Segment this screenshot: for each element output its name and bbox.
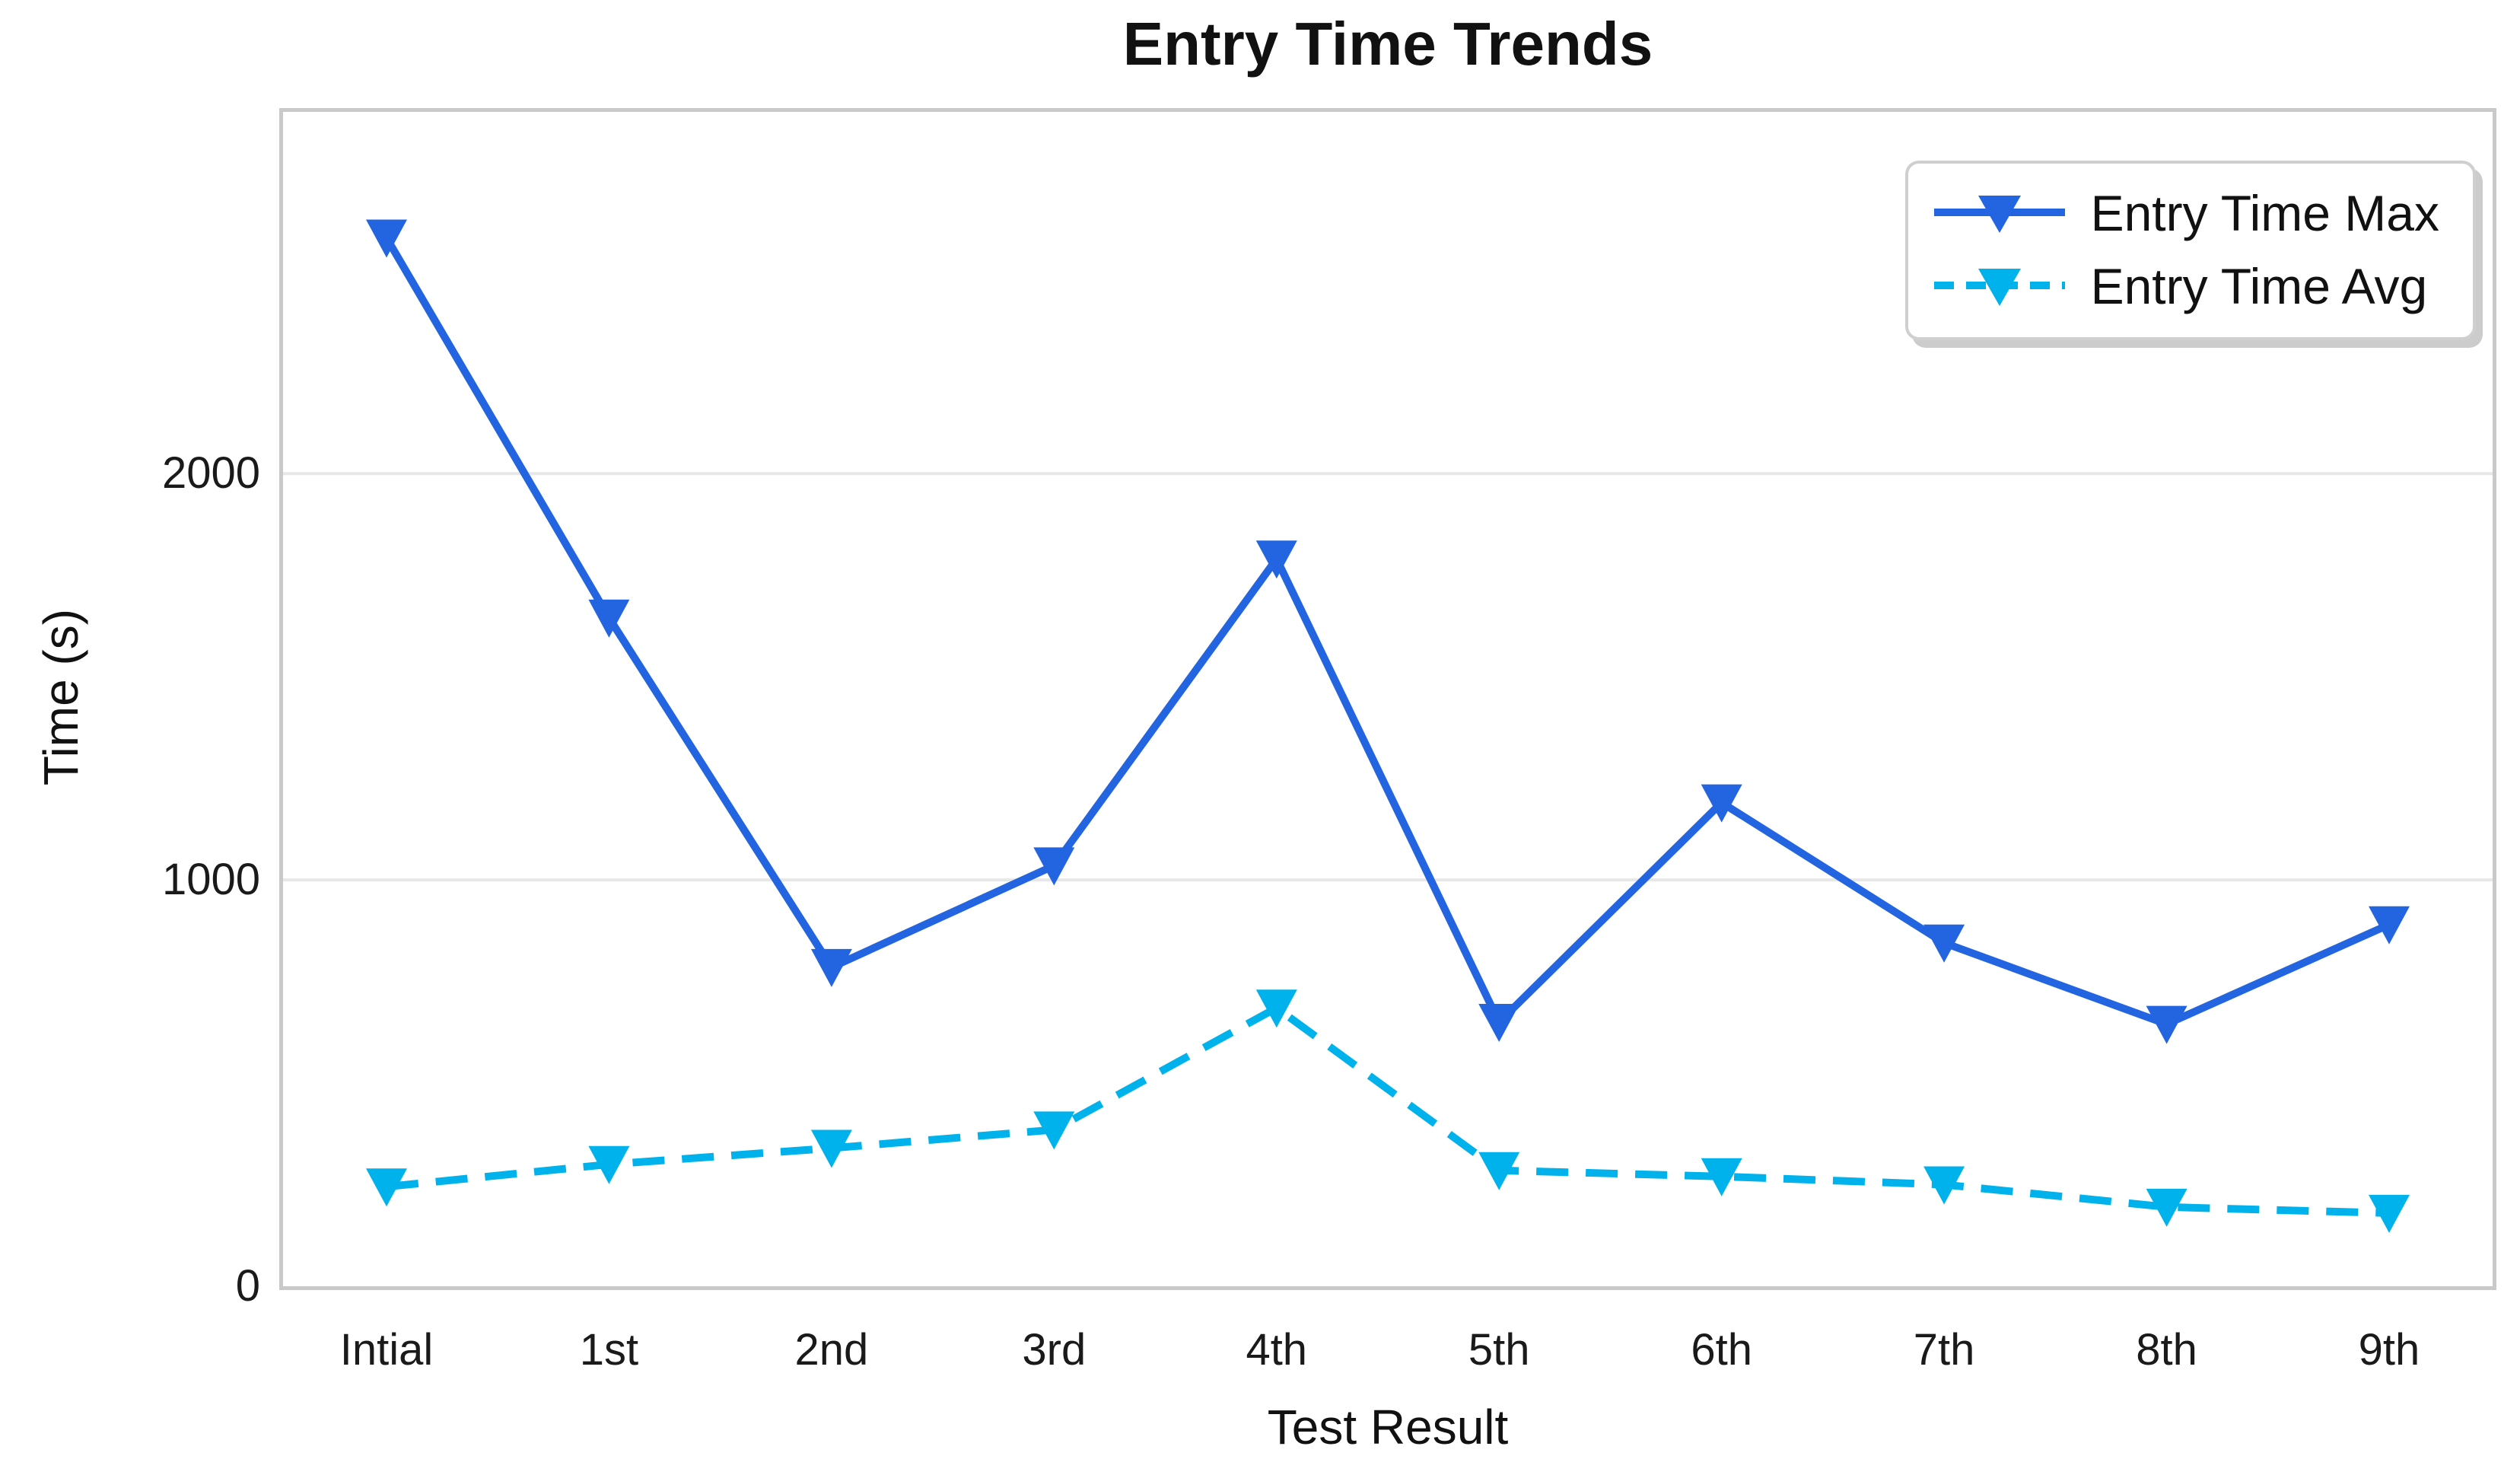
- x-tick-label-9th: 9th: [2358, 1325, 2420, 1375]
- x-tick-label-6th: 6th: [1691, 1325, 1752, 1375]
- triangle-down-marker-icon: [1701, 784, 1742, 823]
- triangle-down-marker-icon: [1478, 1004, 1520, 1042]
- triangle-down-marker-icon: [2369, 906, 2410, 945]
- triangle-down-marker-icon: [1033, 1111, 1075, 1150]
- series-line-1: [386, 1004, 2390, 1217]
- y-tick-label-1000: 1000: [161, 855, 260, 905]
- legend-item-entry-time-avg: Entry Time Avg: [1931, 258, 2439, 314]
- x-tick-label-3rd: 3rd: [1022, 1325, 1087, 1375]
- legend-item-entry-time-max: Entry Time Max: [1931, 185, 2439, 241]
- triangle-down-marker-icon: [366, 219, 407, 258]
- x-tick-label-7th: 7th: [1913, 1325, 1975, 1375]
- dashed-line-triangle-down-icon: [1933, 269, 2065, 306]
- y-axis-label: Time (s): [33, 608, 88, 786]
- x-tick-label-Intial: Intial: [339, 1325, 434, 1375]
- triangle-down-marker-icon: [2146, 1188, 2188, 1227]
- triangle-down-marker-icon: [1255, 989, 1297, 1028]
- legend: Entry Time Max Entry Time Avg: [1904, 161, 2476, 340]
- triangle-down-marker-icon: [810, 948, 852, 987]
- plot-area: Entry Time Max Entry Time Avg: [279, 108, 2496, 1290]
- legend-label-entry-time-avg: Entry Time Avg: [2090, 258, 2428, 314]
- chart-canvas: [283, 219, 2493, 1233]
- legend-label-entry-time-max: Entry Time Max: [2090, 185, 2439, 241]
- x-tick-label-5th: 5th: [1468, 1325, 1530, 1375]
- chart-title: Entry Time Trends: [1122, 10, 1653, 78]
- x-tick-label-2nd: 2nd: [794, 1325, 869, 1375]
- series-line-0: [383, 235, 2391, 1028]
- x-tick-label-4th: 4th: [1246, 1325, 1308, 1375]
- triangle-down-marker-icon: [2369, 1194, 2410, 1233]
- triangle-down-marker-icon: [1255, 540, 1297, 579]
- triangle-down-marker-icon: [366, 1168, 407, 1207]
- triangle-down-marker-icon: [588, 599, 630, 638]
- y-tick-label-2000: 2000: [161, 448, 260, 499]
- triangle-down-marker-icon: [1923, 924, 1965, 963]
- x-tick-label-1st: 1st: [579, 1325, 639, 1375]
- triangle-down-marker-icon: [810, 1129, 852, 1168]
- triangle-down-marker-icon: [1923, 1166, 1965, 1205]
- triangle-down-marker-icon: [2146, 1005, 2188, 1044]
- triangle-down-marker-icon: [1701, 1158, 1742, 1196]
- solid-line-triangle-down-icon: [1933, 196, 2065, 233]
- x-axis-label: Test Result: [1267, 1400, 1509, 1454]
- x-tick-label-8th: 8th: [2136, 1325, 2197, 1375]
- triangle-down-marker-icon: [1033, 847, 1075, 886]
- triangle-down-marker-icon: [1478, 1152, 1520, 1190]
- y-tick-label-0: 0: [235, 1261, 260, 1311]
- triangle-down-marker-icon: [588, 1145, 630, 1184]
